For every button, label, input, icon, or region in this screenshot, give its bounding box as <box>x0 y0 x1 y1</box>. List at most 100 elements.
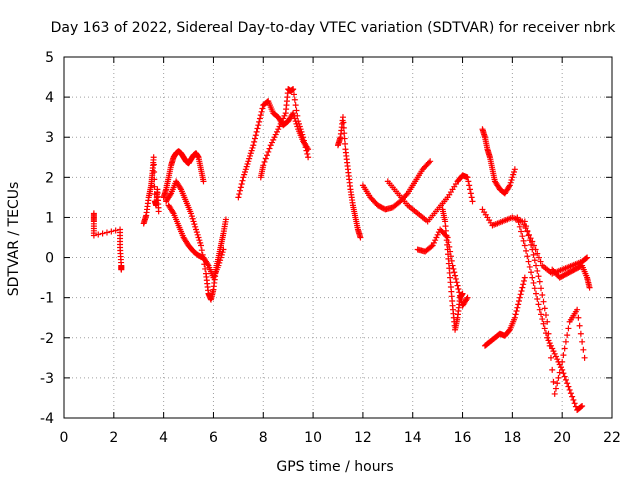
data-point <box>428 243 435 250</box>
data-point <box>258 108 265 115</box>
data-point <box>570 396 577 403</box>
data-point <box>266 145 273 152</box>
data-point <box>217 257 224 264</box>
data-point <box>528 269 535 276</box>
data-point <box>518 228 525 235</box>
data-point <box>544 334 551 341</box>
data-point <box>200 178 207 185</box>
series-rise-7-8 <box>235 98 312 201</box>
data-point <box>341 130 348 137</box>
data-point <box>550 348 557 355</box>
data-point <box>559 358 566 365</box>
data-point <box>278 118 285 125</box>
series-band-17-21 <box>479 206 591 277</box>
data-point <box>466 182 473 189</box>
data-point <box>249 144 256 151</box>
data-point <box>569 393 576 400</box>
data-point <box>545 330 552 337</box>
series-arc-4-5 <box>160 148 207 201</box>
x-tick-label: 6 <box>209 430 218 446</box>
series-arc-17-18 <box>479 126 518 197</box>
data-point <box>237 187 244 194</box>
data-point <box>534 296 541 303</box>
data-point <box>297 126 304 133</box>
data-point <box>538 311 545 318</box>
data-point <box>300 134 307 141</box>
y-tick-label: 4 <box>45 90 54 106</box>
y-tick-label: -4 <box>40 411 54 427</box>
data-point <box>275 126 282 133</box>
data-point <box>191 221 198 228</box>
data-point <box>341 135 348 142</box>
data-point <box>557 364 564 371</box>
data-point <box>193 229 200 236</box>
x-axis-ticks: 0 2 4 6 8 10 12 14 16 18 20 22 <box>60 57 621 446</box>
data-point <box>538 285 545 292</box>
data-point <box>586 284 593 291</box>
data-point <box>255 122 262 129</box>
data-point <box>520 237 527 244</box>
data-point <box>260 162 267 169</box>
data-point <box>357 234 364 241</box>
data-point <box>545 337 552 344</box>
data-point <box>554 380 561 387</box>
data-point <box>239 177 246 184</box>
data-point <box>523 247 530 254</box>
data-point <box>552 385 559 392</box>
data-point <box>512 311 519 318</box>
data-point <box>299 131 306 138</box>
data-point <box>253 128 260 135</box>
y-tick-label: 1 <box>45 210 54 226</box>
data-point <box>304 150 311 157</box>
data-point <box>294 112 301 119</box>
data-point <box>155 208 162 215</box>
data-point <box>194 231 201 238</box>
data-point <box>535 301 542 308</box>
data-point <box>463 296 470 303</box>
series-tail-20-21 <box>549 262 593 291</box>
series-arc-11-12 <box>335 114 364 241</box>
data-point <box>520 281 527 288</box>
data-point <box>539 291 546 298</box>
data-point <box>449 262 456 269</box>
data-point <box>248 147 255 154</box>
x-tick-label: 20 <box>553 430 571 446</box>
data-point <box>301 140 308 147</box>
data-point <box>242 168 249 175</box>
data-point <box>561 345 568 352</box>
data-point <box>564 380 571 387</box>
data-point <box>222 216 229 223</box>
data-point <box>108 228 115 235</box>
data-points <box>90 86 593 413</box>
data-point <box>256 118 263 125</box>
data-point <box>340 124 347 131</box>
data-point <box>103 229 110 236</box>
data-point <box>579 338 586 345</box>
data-point <box>244 160 251 167</box>
data-point <box>218 251 225 258</box>
data-point <box>243 163 250 170</box>
data-point <box>451 269 458 276</box>
data-point <box>302 144 309 151</box>
data-point <box>236 191 243 198</box>
x-tick-label: 8 <box>259 430 268 446</box>
series-arc-3-4 <box>140 154 162 227</box>
data-point <box>562 338 569 345</box>
data-point <box>525 232 532 239</box>
x-tick-label: 18 <box>503 430 521 446</box>
data-point <box>251 135 258 142</box>
data-point <box>518 287 525 294</box>
data-point <box>469 198 476 205</box>
data-point <box>562 376 569 383</box>
data-point <box>521 274 528 281</box>
data-point <box>242 166 249 173</box>
data-point <box>514 214 521 221</box>
data-point <box>254 125 261 132</box>
data-point <box>533 290 540 297</box>
data-point <box>190 218 197 225</box>
data-point <box>530 251 537 258</box>
data-point <box>290 91 297 98</box>
data-point <box>524 227 531 234</box>
data-point <box>216 259 223 266</box>
data-point <box>560 370 567 377</box>
